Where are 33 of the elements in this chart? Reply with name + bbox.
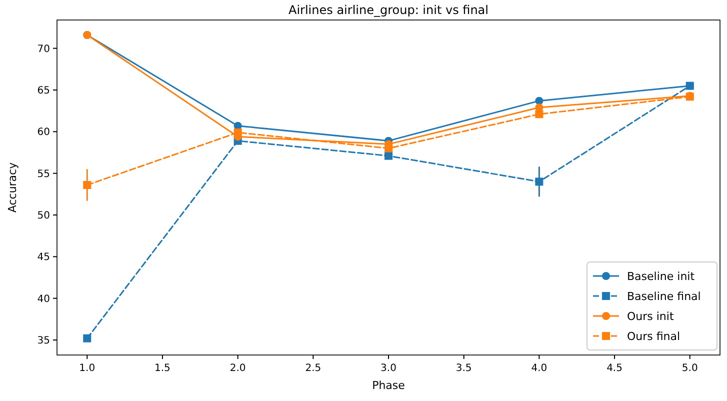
point (535, 178, 544, 186)
point (384, 144, 392, 152)
x-tick-label: 3.5 (456, 363, 472, 374)
x-tick-label: 5.0 (682, 363, 698, 374)
chart-title: Airlines airline_group: init vs final (288, 3, 488, 17)
x-tick-label: 2.0 (230, 363, 246, 374)
legend-label: Baseline init (627, 270, 696, 283)
y-tick-label: 55 (37, 168, 50, 180)
x-axis-title: Phase (372, 379, 406, 392)
point (83, 334, 92, 342)
point (83, 181, 92, 189)
point (686, 82, 694, 90)
point (384, 152, 392, 160)
y-tick-label: 40 (37, 294, 50, 305)
x-tick-label: 1.0 (79, 363, 96, 374)
x-tick-label: 1.5 (154, 363, 170, 374)
y-tick-label: 70 (37, 44, 50, 55)
y-tick-label: 65 (37, 86, 50, 96)
y-tick-label: 50 (37, 210, 50, 222)
x-tick-label: 4.5 (606, 363, 622, 374)
x-tick-label: 2.5 (305, 363, 322, 374)
y-tick-label: 60 (37, 127, 50, 138)
point (234, 128, 242, 136)
point (535, 96, 544, 105)
legend-label: Ours final (627, 330, 680, 343)
y-tick-label: 35 (37, 336, 50, 346)
legend-label: Baseline final (627, 290, 701, 303)
y-axis-title: Accuracy (6, 162, 19, 213)
x-tick-label: 3.0 (380, 363, 396, 374)
point (535, 110, 544, 118)
x-tick-label: 4.0 (531, 363, 548, 374)
y-tick-label: 45 (37, 252, 50, 264)
legend-label: Ours init (627, 310, 674, 323)
